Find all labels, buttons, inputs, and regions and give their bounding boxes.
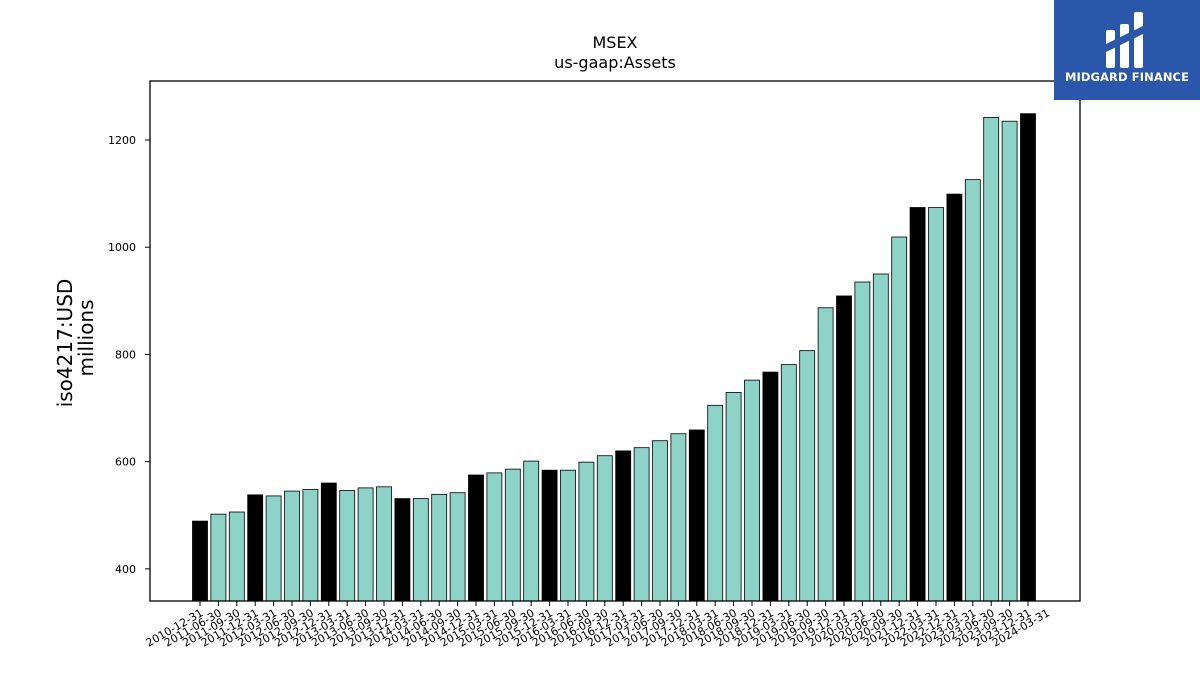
y-tick-label: 800 [115, 348, 136, 361]
bar-2014-03-31 [412, 498, 429, 602]
y-tick-label: 1000 [108, 241, 136, 254]
bar-2010-12-31 [192, 520, 208, 602]
bar-2019-09-30 [817, 307, 834, 602]
bar-2021-12-31 [909, 207, 926, 602]
bar-2014-09-30 [449, 492, 466, 602]
bar-2020-09-30 [891, 236, 908, 602]
bar-2023-12-31 [1020, 113, 1036, 602]
bar-2018-06-30 [725, 392, 742, 602]
bar-2020-03-31 [854, 281, 871, 602]
bar-2012-06-30 [284, 490, 300, 602]
y-axis-label: iso4217:USD [53, 279, 77, 408]
bar-2022-03-31 [928, 207, 944, 602]
bar-2012-12-31 [320, 482, 337, 602]
bar-2015-03-31 [486, 472, 503, 602]
brand-logo: MIDGARD FINANCE [1054, 0, 1200, 100]
bar-2016-09-30 [596, 455, 613, 602]
bar-2020-06-30 [872, 273, 889, 602]
bar-2016-12-31 [615, 450, 632, 602]
plot-frame [149, 80, 1081, 602]
bar-2016-06-30 [578, 461, 595, 602]
bar-2013-09-30 [376, 486, 392, 602]
bar-2018-09-30 [744, 379, 760, 602]
bar-2023-03-31 [964, 179, 981, 602]
bar-2015-09-30 [523, 460, 540, 602]
bar-2011-09-30 [228, 511, 245, 602]
bar-2015-12-31 [541, 469, 558, 602]
y-tick-label: 600 [115, 456, 136, 469]
bar-2018-12-31 [762, 371, 779, 602]
bar-2015-06-30 [504, 468, 521, 602]
bar-2017-09-30 [670, 433, 687, 602]
bar-2019-03-31 [780, 364, 797, 602]
bar-2014-06-30 [431, 493, 448, 602]
bar-2014-12-31 [468, 474, 484, 602]
bar-2013-06-30 [357, 487, 374, 602]
bar-2022-12-31 [946, 193, 963, 602]
y-axis-label-units: millions [74, 299, 98, 376]
bar-2011-12-31 [247, 494, 264, 602]
logo-text: MIDGARD FINANCE [1064, 70, 1190, 84]
bar-2017-12-31 [688, 429, 705, 602]
bar-2011-06-30 [210, 513, 227, 602]
bar-2013-12-31 [394, 498, 411, 602]
chart-title: MSEX [592, 33, 637, 52]
bar-2017-03-31 [633, 447, 650, 602]
logo-mark-icon [1106, 12, 1143, 68]
bar-2013-03-31 [339, 490, 356, 602]
chart-subtitle: us-gaap:Assets [554, 53, 676, 72]
bar-2019-06-30 [799, 350, 816, 602]
bars-group [192, 113, 1036, 602]
y-tick-label: 400 [115, 563, 136, 576]
y-tick-label: 1200 [108, 134, 136, 147]
x-axis: 2010-12-312011-06-302011-09-302011-12-31… [144, 601, 1052, 650]
y-axis: 400 600 800 1000 1200 [108, 134, 150, 576]
bar-2019-12-31 [836, 295, 852, 602]
bar-2017-06-30 [652, 440, 668, 602]
bar-2016-03-31 [560, 469, 576, 602]
bar-2023-09-30 [1001, 120, 1018, 602]
bar-2012-03-31 [265, 495, 282, 602]
bar-2023-06-30 [983, 117, 1000, 602]
bar-2012-09-30 [302, 489, 319, 602]
bar-2018-03-31 [707, 404, 724, 602]
